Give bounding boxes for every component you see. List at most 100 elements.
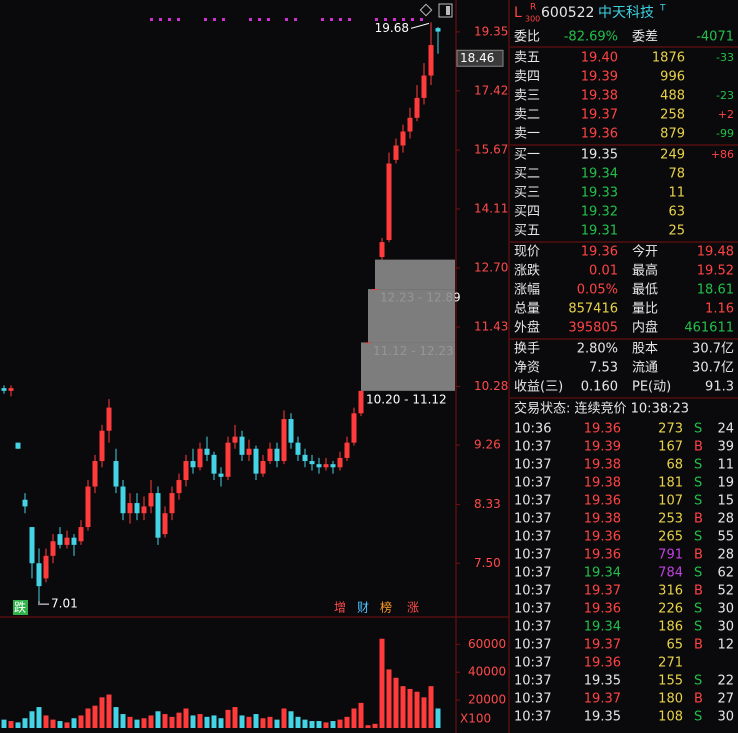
trade-count: 12 [717,638,734,653]
trade-count: 55 [717,530,734,545]
trade-price: 19.39 [584,440,621,455]
candle-body [113,461,119,487]
book-label: 买二 [514,167,540,182]
price-marker: 18.46 [460,51,494,65]
candle-body [323,464,329,468]
trade-side: B [694,548,703,563]
book-change: +2 [718,108,734,121]
label: 委差 [632,30,658,45]
tool-icon[interactable] [438,3,453,18]
trade-status: 交易状态: 连续竞价 10:38:23 [514,401,689,417]
volume-bar [162,714,168,728]
candle-body [337,457,343,468]
candle-body [218,473,224,477]
order-ratio: -82.69% [564,30,618,45]
trade-volume: 273 [658,422,683,437]
candle-body [15,442,21,449]
trade-time: 10:37 [514,656,551,671]
trade-volume: 180 [658,692,683,707]
book-price: 19.35 [581,148,618,163]
quote-label: 今开 [632,244,658,260]
volume-bar [15,722,21,728]
gap-box [368,289,455,343]
trade-time: 10:37 [514,476,551,491]
book-price: 19.37 [581,108,618,123]
trade-count: 30 [717,620,734,635]
candle-body [393,145,399,160]
volume-bar [414,691,420,728]
quote-value: 30.7亿 [692,342,734,357]
candle-body [414,97,420,118]
quote-value: 19.48 [697,245,734,260]
volume-bar [120,714,126,728]
event-dot [267,18,270,21]
trade-time: 10:37 [514,458,551,473]
book-price: 19.38 [581,89,618,104]
header-r: R [530,3,536,13]
event-dot [285,18,288,21]
event-dot [294,18,297,21]
candle-body [127,503,133,514]
candle-body [400,131,406,146]
volume-bar [22,718,28,728]
volume-bar [64,722,70,728]
trade-time: 10:37 [514,620,551,635]
volume-bar [386,669,392,728]
quote-label: 最低 [632,283,658,298]
quote-value: 2.80% [577,342,618,357]
trade-price: 19.35 [584,674,621,689]
volume-bar [246,716,252,728]
trade-volume: 186 [658,620,683,635]
candle-body [246,448,252,455]
candle-body [8,388,14,391]
volume-bar [344,716,350,728]
volume-bar [218,718,224,728]
candle-body [64,537,70,545]
event-tag: 跌 [14,600,26,615]
quote-label: 流通 [632,361,658,376]
candle-body [183,461,189,481]
quote-value: 0.160 [581,380,618,395]
event-dot [321,18,324,21]
quote-value: 7.53 [589,361,618,376]
trade-volume: 181 [658,476,683,491]
event-dot [177,18,180,21]
volume-bar [302,719,308,728]
trade-time: 10:37 [514,440,551,455]
event-dot [258,18,261,21]
tool-icon[interactable] [419,3,433,17]
trade-count: 30 [717,710,734,725]
quote-value: 1.16 [705,302,734,317]
event-dot [213,18,216,21]
quote-value: 0.01 [589,264,618,279]
event-dot [204,18,207,21]
candle-body [43,555,49,579]
volume-bar [267,716,273,728]
book-volume: 258 [660,108,685,123]
trade-side: S [694,566,702,581]
volume-bar [351,708,357,728]
trade-volume: 108 [658,710,683,725]
candle-body [232,436,238,443]
event-dot [249,18,252,21]
trade-price: 19.36 [584,422,621,437]
trade-time: 10:37 [514,584,551,599]
candle-body [71,537,77,545]
volume-bar [316,721,322,728]
trade-side: S [694,602,702,617]
candle-body [176,480,182,494]
volume-bar [141,718,147,728]
y-tick-label: 19.35 [474,24,508,38]
trade-volume: 68 [666,458,683,473]
quote-value: 0.05% [577,283,618,298]
candle-body [295,442,301,455]
volume-bar [330,721,336,728]
event-tag: 财 [357,601,369,615]
candle-body [309,461,315,465]
quote-value: 91.3 [705,380,734,395]
trade-time: 10:37 [514,710,551,725]
stock-suffix: T [659,4,666,14]
candle-body [267,448,273,462]
candle-body [204,448,210,455]
trade-volume: 107 [658,494,683,509]
